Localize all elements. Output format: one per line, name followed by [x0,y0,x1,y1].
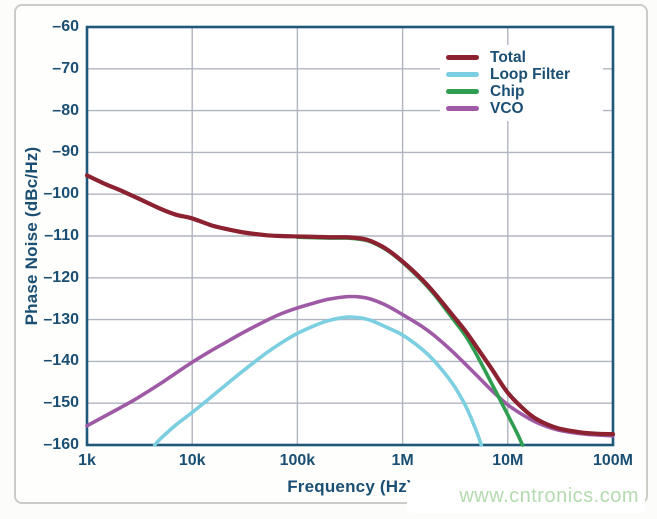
legend-label: Chip [490,82,525,100]
y-tick-label--120: –120 [43,268,79,286]
series-line-vco [85,294,615,438]
y-tick-label--150: –150 [43,394,79,412]
series-line-total [84,173,616,437]
gridlines [87,27,613,445]
legend-item-loop-filter: Loop Filter [446,66,597,83]
legend-swatch-loop-filter [446,72,479,77]
x-tick-label-10k: 10k [178,452,206,469]
x-tick-label-100k: 100k [279,452,316,469]
y-tick-label--80: –80 [52,101,79,119]
x-tick-label-1k: 1k [78,452,96,469]
y-tick-label--60: –60 [52,18,79,35]
legend-label: VCO [490,99,524,117]
y-tick-label--140: –140 [43,352,79,370]
x-tick-label-1M: 1M [391,452,414,469]
legend-label: Total [490,48,526,66]
series-line-loop-filter [152,315,484,447]
watermark: www.cntronics.com [407,482,645,513]
y-tick-label--130: –130 [43,310,79,328]
legend-swatch-vco [446,106,479,111]
legend-label: Loop Filter [490,65,571,83]
y-tick-label--70: –70 [52,59,79,77]
legend-swatch-chip [446,89,479,94]
y-tick-label--160: –160 [43,436,79,453]
y-tick-label--90: –90 [52,143,79,161]
series-curves [84,173,616,447]
y-tick-label--110: –110 [44,227,79,244]
legend: Total Loop Filter Chip VCO [440,45,603,121]
legend-item-total: Total [446,49,597,66]
legend-item-chip: Chip [446,83,597,100]
y-tick-label--100: –100 [43,185,79,203]
legend-item-vco: VCO [446,100,597,117]
legend-swatch-total [446,55,479,60]
x-tick-label-100M: 100M [592,452,634,469]
x-tick-label-10M: 10M [492,452,524,469]
x-axis-title: Frequency (Hz) [287,477,413,496]
plot-frame [85,25,615,447]
